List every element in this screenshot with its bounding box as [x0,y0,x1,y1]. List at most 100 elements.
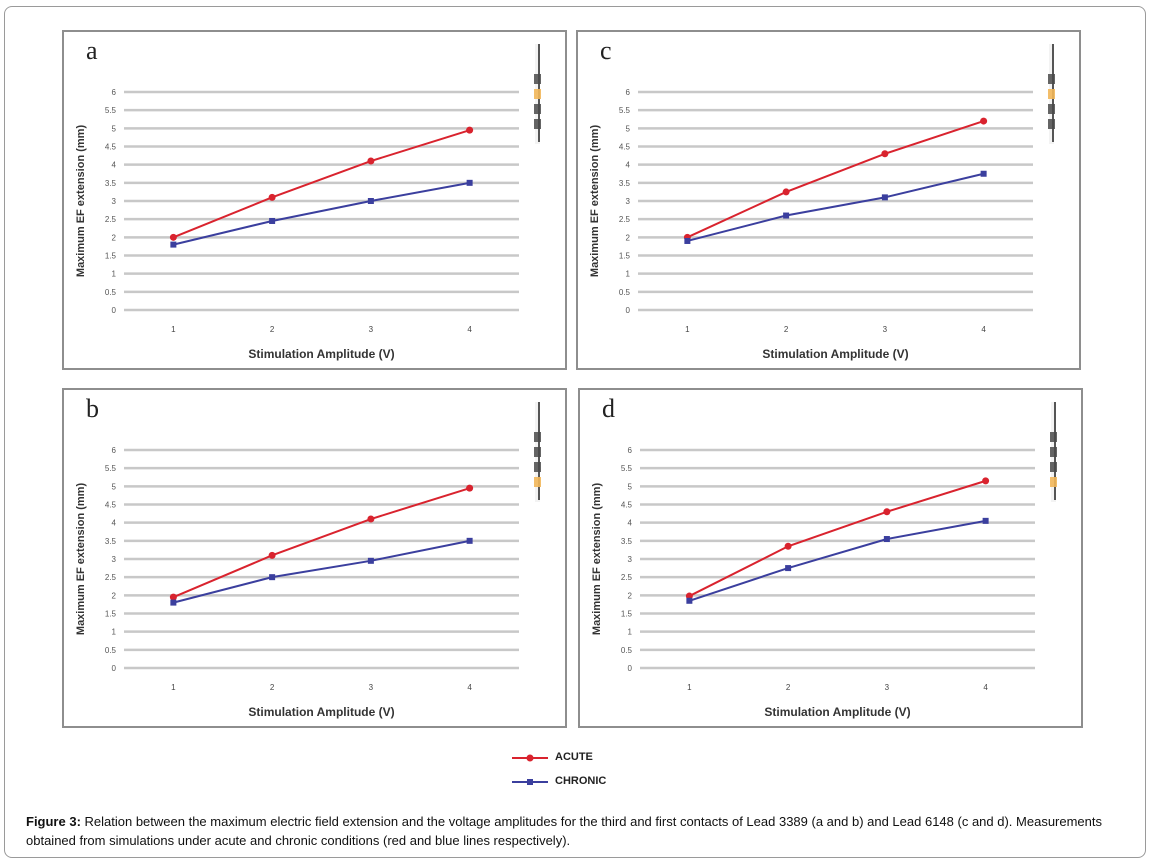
y-tick-label: 0.5 [621,646,633,655]
chart-panel-a: a 0 0.5 1 1.5 2 2.5 3 3.5 4 4.5 5 5.5 6 1 2 3 4 Stimulatio… [62,30,567,370]
lead-contact [1050,432,1057,442]
data-point-chronic [684,237,691,244]
y-tick-label: 4.5 [621,501,633,510]
caption-text: Relation between the maximum electric fi… [26,814,1103,848]
chronic-line-marker-icon [512,779,548,785]
x-tick-label: 1 [687,683,692,692]
series-line-acute [686,120,984,239]
x-tick-label: 3 [369,683,374,692]
y-tick-label: 3.5 [105,179,117,188]
panel-letter: a [86,36,98,65]
data-point-acute [268,193,276,201]
data-point-acute [980,117,988,125]
active-contact [1048,89,1055,99]
y-tick-label: 5 [628,482,633,491]
x-tick-label: 2 [270,325,275,334]
data-point-chronic [269,574,276,581]
active-contact [534,477,541,487]
y-tick-label: 4.5 [105,501,117,510]
caption-label: Figure 3: [26,814,81,829]
series-line-acute [172,487,470,599]
x-axis-label: Stimulation Amplitude (V) [762,347,908,361]
y-tick-label: 3 [626,197,631,206]
y-tick-label: 5.5 [105,464,117,473]
data-point-acute [883,508,891,516]
x-tick-label: 2 [270,683,275,692]
lead-contact [1048,104,1055,114]
electrode-lead-icon [534,44,541,144]
chart-svg: 0 0.5 1 1.5 2 2.5 3 3.5 4 4.5 5 5.5 6 1 2 3 4 Stimulation… [75,402,541,719]
y-tick-label: 1 [112,628,117,637]
y-tick-label: 2.5 [621,573,633,582]
figure-caption: Figure 3: Relation between the maximum e… [26,812,1136,850]
series-line-acute [172,129,470,239]
panel-letter: d [602,394,615,423]
y-tick-label: 2 [112,591,117,600]
y-tick-label: 0.5 [619,288,631,297]
data-point-chronic [466,179,473,186]
y-tick-label: 6 [112,446,117,455]
y-tick-label: 1 [112,270,117,279]
y-tick-label: 0.5 [105,646,117,655]
lead-contact [534,462,541,472]
x-tick-label: 4 [467,683,472,692]
y-tick-label: 4.5 [105,143,117,152]
data-point-chronic [881,194,888,201]
electrode-lead-icon [1050,402,1057,502]
y-tick-label: 1.5 [621,610,633,619]
y-tick-label: 6 [628,446,633,455]
y-tick-label: 0 [626,306,631,315]
acute-line-marker-icon [512,754,548,762]
data-point-acute [466,126,474,134]
electrode-lead-icon [534,402,541,502]
x-tick-label: 3 [883,325,888,334]
data-point-chronic [170,241,177,248]
x-tick-label: 3 [885,683,890,692]
y-tick-label: 0 [628,664,633,673]
y-tick-label: 4 [626,161,631,170]
data-point-chronic [269,217,276,224]
x-tick-label: 2 [784,325,789,334]
electrode-lead-icon [1048,44,1055,144]
chart-panel-c: c 0 0.5 1 1.5 2 2.5 3 3.5 4 4.5 5 5.5 6 1 2 3 4 Stimulatio… [576,30,1081,370]
lead-contact [1048,119,1055,129]
y-tick-label: 3 [112,197,117,206]
panel-letter: c [600,36,612,65]
chart-svg: 0 0.5 1 1.5 2 2.5 3 3.5 4 4.5 5 5.5 6 1 2 3 4 Stimulation… [75,44,541,361]
y-tick-label: 3.5 [619,179,631,188]
data-point-acute [466,484,474,492]
series-line-chronic [689,519,986,602]
chart-svg: 0 0.5 1 1.5 2 2.5 3 3.5 4 4.5 5 5.5 6 1 2 3 4 Stimulation… [589,44,1055,361]
series-line-chronic [173,539,470,604]
data-point-acute [881,150,889,158]
y-tick-label: 1 [628,628,633,637]
y-axis-label: Maximum EF extension (mm) [591,483,603,636]
y-tick-label: 0.5 [105,288,117,297]
y-axis-label: Maximum EF extension (mm) [75,483,87,636]
y-tick-label: 4 [112,519,117,528]
y-tick-label: 1 [626,270,631,279]
x-axis-label: Stimulation Amplitude (V) [764,705,910,719]
data-point-chronic [785,565,792,572]
y-tick-label: 3 [112,555,117,564]
y-tick-label: 2 [626,233,631,242]
chart-svg: 0 0.5 1 1.5 2 2.5 3 3.5 4 4.5 5 5.5 6 1 2 3 4 Stimulation… [591,402,1057,719]
data-point-chronic [686,597,693,604]
y-tick-label: 5.5 [619,106,631,115]
chart-panel-d: d 0 0.5 1 1.5 2 2.5 3 3.5 4 4.5 5 5.5 6 1 2 3 4 Stimulatio… [578,388,1083,728]
x-tick-label: 3 [369,325,374,334]
data-point-chronic [980,170,987,177]
y-tick-label: 5 [112,124,117,133]
y-tick-label: 3.5 [105,537,117,546]
y-tick-label: 4 [112,161,117,170]
legend-item-acute: ACUTE [510,748,650,772]
chart-panel-b: b 0 0.5 1 1.5 2 2.5 3 3.5 4 4.5 5 5.5 6 1 2 3 4 Stimulatio… [62,388,567,728]
y-tick-label: 6 [626,88,631,97]
y-tick-label: 4.5 [619,143,631,152]
legend: ACUTE CHRONIC [510,748,650,798]
y-tick-label: 5.5 [105,106,117,115]
active-contact [1050,477,1057,487]
y-tick-label: 2 [628,591,633,600]
x-tick-label: 4 [467,325,472,334]
x-tick-label: 1 [685,325,690,334]
